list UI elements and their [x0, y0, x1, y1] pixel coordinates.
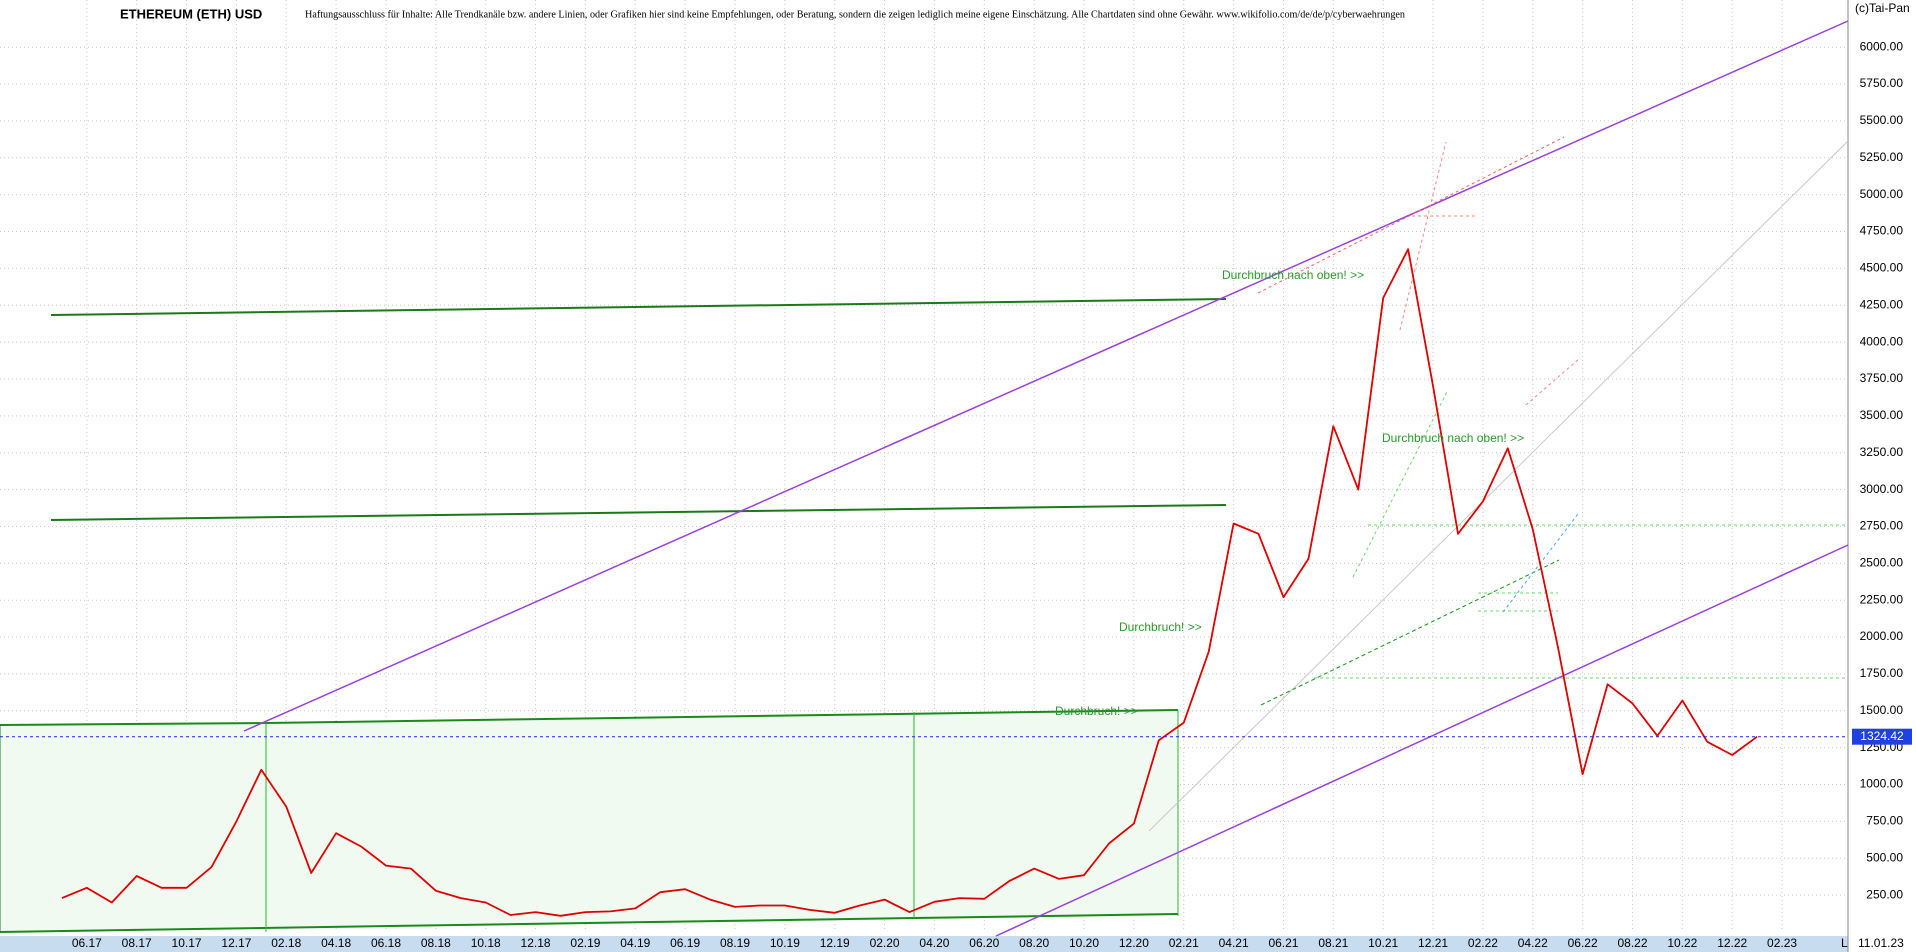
x-tick-label: 12.17: [221, 936, 251, 950]
y-tick-label: 750.00: [1866, 814, 1903, 828]
x-tick-label: 10.17: [172, 936, 202, 950]
source: (c)Tai-Pan: [1855, 1, 1910, 15]
annotation: Durchbruch nach oben! >>: [1222, 268, 1364, 282]
last-price-label: 1324.42: [1860, 729, 1904, 743]
last-price-box: [1852, 728, 1912, 745]
x-tick-label: 12.21: [1418, 936, 1448, 950]
disclaimer: Haftungsausschluss für Inhalte: Alle Tre…: [305, 9, 1405, 20]
trend-line: [265, 709, 1179, 724]
y-tick-label: 500.00: [1866, 850, 1903, 864]
y-tick-label: 5000.00: [1860, 187, 1904, 201]
y-tick-label: 3500.00: [1860, 408, 1904, 422]
y-tick-label: 1750.00: [1860, 666, 1904, 680]
y-tick-label: 2250.00: [1860, 592, 1904, 606]
x-tick-label: 04.22: [1518, 936, 1548, 950]
y-tick-label: 5250.00: [1860, 150, 1904, 164]
date-label: 11.01.23: [1858, 936, 1904, 950]
trend-line: [1399, 141, 1447, 331]
y-tick-label: 2750.00: [1860, 519, 1904, 533]
y-tick-label: 3750.00: [1860, 371, 1904, 385]
x-tick-label: 02.18: [271, 936, 301, 950]
price-line: [61, 248, 1758, 917]
y-tick-label: 1500.00: [1860, 703, 1904, 717]
y-tick-label: 3000.00: [1860, 482, 1904, 496]
trend-line: [243, 20, 1849, 732]
x-tick-label: 12.19: [820, 936, 850, 950]
y-tick-label: 2500.00: [1860, 556, 1904, 570]
trend-line: [995, 544, 1849, 937]
trend-line: [1148, 140, 1849, 832]
y-tick-label: 2000.00: [1860, 629, 1904, 643]
x-tick-label: 08.22: [1617, 936, 1647, 950]
x-tick-label: 04.21: [1219, 936, 1249, 950]
y-tick-label: 6000.00: [1860, 39, 1904, 53]
trend-line: [0, 913, 1179, 933]
x-tick-label: 08.17: [122, 936, 152, 950]
trend-line: [0, 722, 267, 726]
chart-title: ETHEREUM (ETH) USD: [120, 6, 262, 21]
x-tick-label: 02.21: [1169, 936, 1199, 950]
x-tick-label: 08.19: [720, 936, 750, 950]
y-tick-label: 3250.00: [1860, 445, 1904, 459]
x-tick-label: 02.20: [870, 936, 900, 950]
x-tick-label: 06.20: [969, 936, 999, 950]
annotation: Durchbruch! >>: [1119, 620, 1202, 634]
x-tick-label: 06.22: [1568, 936, 1598, 950]
y-tick-label: 5750.00: [1860, 76, 1904, 90]
y-tick-label: 5500.00: [1860, 113, 1904, 127]
x-tick-label: 12.20: [1119, 936, 1149, 950]
x-tick-label: 02.23: [1767, 936, 1797, 950]
y-tick-label: 250.00: [1866, 887, 1903, 901]
x-tick-label: 06.17: [72, 936, 102, 950]
x-tick-label: 10.20: [1069, 936, 1099, 950]
trend-lines: [0, 20, 1849, 937]
x-tick-label: 04.19: [620, 936, 650, 950]
x-tick-label: 08.20: [1019, 936, 1049, 950]
x-tick-label: 04.18: [321, 936, 351, 950]
x-tick-label: 08.21: [1318, 936, 1348, 950]
y-tick-label: 1000.00: [1860, 777, 1904, 791]
trend-line: [1352, 389, 1449, 578]
x-tick-label: 10.22: [1667, 936, 1697, 950]
trend-line: [50, 504, 1227, 521]
x-tick-label: 06.18: [371, 936, 401, 950]
scale-mark: L: [1841, 936, 1848, 950]
x-tick-label: 04.20: [919, 936, 949, 950]
y-tick-label: 4500.00: [1860, 261, 1904, 275]
x-tick-label: 08.18: [421, 936, 451, 950]
x-tick-label: 06.19: [670, 936, 700, 950]
y-tick-label: 4750.00: [1860, 224, 1904, 238]
range-box: [0, 710, 1178, 932]
x-tick-label: 12.22: [1717, 936, 1747, 950]
y-tick-label: 4250.00: [1860, 297, 1904, 311]
x-axis-strip: [0, 936, 1848, 952]
x-tick-label: 10.21: [1368, 936, 1398, 950]
x-tick-label: 12.18: [521, 936, 551, 950]
x-tick-label: 10.19: [770, 936, 800, 950]
trend-line: [1525, 357, 1581, 406]
x-tick-label: 06.21: [1268, 936, 1298, 950]
x-tick-label: 10.18: [471, 936, 501, 950]
y-tick-label: 4000.00: [1860, 334, 1904, 348]
marks: [0, 248, 1848, 917]
x-tick-label: 02.19: [570, 936, 600, 950]
annotation: Durchbruch nach oben! >>: [1382, 431, 1524, 445]
annotation: Durchbruch! >>: [1055, 704, 1138, 718]
trend-line: [1260, 559, 1560, 706]
x-tick-label: 02.22: [1468, 936, 1498, 950]
trend-line: [50, 298, 1227, 316]
